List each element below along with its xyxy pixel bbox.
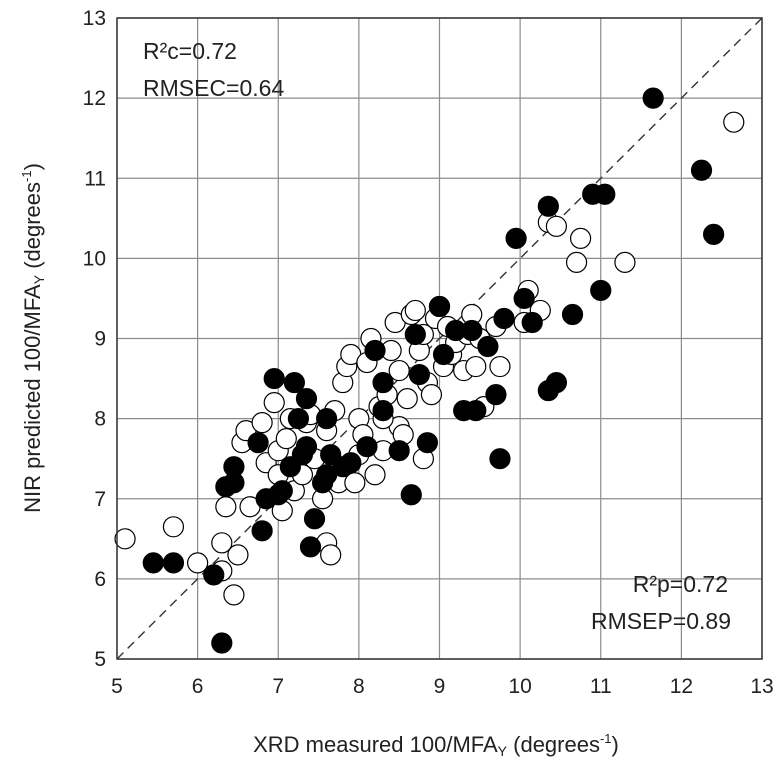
data-point-filled	[283, 371, 305, 394]
x-tick-label: 11	[590, 675, 612, 698]
data-point-filled	[299, 536, 322, 558]
data-point-filled	[642, 87, 664, 109]
x-tick-label: 7	[272, 675, 284, 698]
y-tick-label: 5	[94, 648, 106, 671]
data-point-filled	[364, 339, 386, 362]
data-point-filled	[247, 432, 269, 454]
data-point-open	[489, 355, 511, 378]
data-point-open	[187, 552, 209, 574]
data-point-filled	[263, 367, 285, 390]
data-point-filled	[316, 408, 338, 430]
data-point-open	[420, 383, 443, 406]
data-point-filled	[372, 400, 394, 422]
x-tick-label: 10	[508, 675, 531, 698]
data-points	[114, 87, 745, 654]
data-point-filled	[521, 311, 543, 334]
data-point-open	[251, 412, 273, 434]
data-point-filled	[590, 279, 612, 302]
data-point-filled	[388, 440, 410, 462]
prediction-r2: R²p=0.72	[633, 571, 728, 597]
data-point-filled	[287, 408, 310, 430]
data-point-open	[275, 428, 297, 450]
data-point-open	[223, 584, 245, 606]
data-point-open	[215, 496, 237, 518]
data-point-open	[320, 544, 342, 566]
data-point-filled	[340, 452, 362, 474]
data-point-filled	[223, 456, 245, 478]
data-point-filled	[561, 303, 584, 326]
x-axis-label: XRD measured 100/MFAY (degrees-1)	[253, 731, 619, 759]
data-point-filled	[303, 508, 326, 530]
data-point-filled	[416, 432, 439, 454]
data-point-open	[364, 464, 386, 486]
data-point-filled	[703, 223, 725, 245]
data-point-filled	[493, 307, 515, 330]
data-point-open	[114, 528, 136, 550]
data-point-open	[404, 299, 426, 322]
data-point-filled	[545, 371, 568, 394]
y-tick-label: 12	[83, 87, 106, 110]
x-tick-label: 6	[192, 675, 204, 698]
data-point-filled	[295, 436, 318, 458]
calibration-rmsec: RMSEC=0.64	[143, 75, 284, 101]
data-point-filled	[505, 227, 527, 249]
data-point-filled	[485, 383, 507, 406]
data-point-filled	[428, 295, 451, 318]
y-tick-label: 7	[94, 488, 106, 511]
data-point-open	[465, 355, 487, 378]
data-point-open	[569, 227, 592, 249]
data-point-filled	[489, 448, 511, 470]
data-point-open	[211, 532, 233, 554]
x-tick-label: 8	[353, 675, 365, 698]
y-tick-label: 6	[94, 568, 106, 591]
y-tick-label: 13	[83, 7, 106, 30]
data-point-open	[723, 111, 745, 133]
prediction-rmsep: RMSEP=0.89	[591, 608, 731, 634]
data-point-open	[545, 215, 568, 237]
data-point-open	[344, 472, 366, 494]
x-tick-label: 9	[434, 675, 446, 698]
data-point-filled	[408, 363, 430, 386]
data-point-filled	[477, 335, 499, 358]
data-point-open	[162, 516, 185, 538]
tick-labels: 5 6 7 8 9 10 11 12 13 5 6 7 8 9 10 11 12 13	[83, 7, 774, 698]
x-tick-label: 13	[750, 675, 773, 698]
data-point-filled	[404, 323, 426, 346]
data-point-filled	[142, 552, 164, 574]
data-point-filled	[162, 552, 185, 574]
data-point-filled	[211, 632, 233, 654]
data-point-filled	[594, 183, 616, 205]
data-point-filled	[537, 195, 559, 217]
data-point-filled	[432, 343, 455, 366]
data-point-filled	[690, 159, 713, 181]
data-point-filled	[295, 387, 318, 410]
data-point-filled	[465, 400, 487, 422]
data-point-filled	[271, 480, 293, 502]
x-tick-label: 12	[670, 675, 693, 698]
data-point-filled	[400, 484, 422, 506]
data-point-open	[388, 359, 410, 382]
data-point-filled	[356, 436, 378, 458]
data-point-filled	[251, 520, 273, 542]
data-point-filled	[513, 287, 535, 310]
data-point-open	[614, 251, 636, 273]
y-tick-label: 8	[94, 408, 106, 431]
y-tick-label: 11	[84, 167, 106, 190]
calibration-r2: R²c=0.72	[143, 38, 237, 64]
y-axis-label: NIR predicted 100/MFAY (degrees-1)	[19, 163, 47, 513]
x-tick-label: 5	[111, 675, 123, 698]
data-point-filled	[461, 319, 483, 342]
data-point-open	[263, 392, 285, 414]
data-point-filled	[203, 564, 225, 586]
y-tick-label: 10	[83, 247, 106, 270]
data-point-open	[565, 251, 588, 273]
data-point-open	[227, 544, 249, 566]
data-point-open	[396, 387, 418, 410]
plot-frame	[116, 17, 763, 660]
y-tick-label: 9	[94, 328, 106, 351]
data-point-filled	[372, 371, 394, 394]
